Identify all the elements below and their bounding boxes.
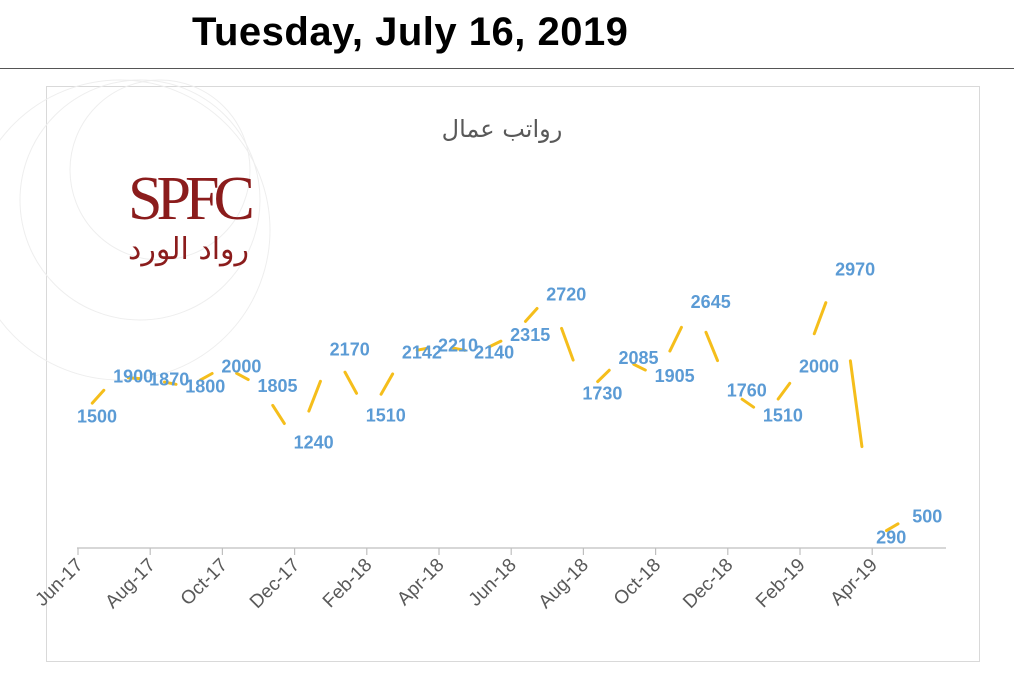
x-tick-label: Aug-17: [102, 555, 160, 613]
series-line-segment: [162, 380, 178, 386]
series-line-segment: [523, 306, 539, 323]
data-label: 2970: [835, 260, 875, 280]
series-line-segment: [235, 371, 250, 382]
data-label: 2315: [510, 325, 550, 345]
series-line-segment: [451, 346, 467, 352]
decor-arc: [19, 79, 261, 321]
decor-arc: [69, 79, 251, 261]
series-line-segment: [632, 362, 647, 372]
data-label: 1900: [113, 367, 153, 387]
data-label: 1510: [366, 406, 406, 426]
data-labels: 1500190018701800200018051240217015102142…: [77, 260, 942, 548]
brand-logo: SPFC رواد الورد: [128, 168, 278, 278]
x-tick-label: Jun-17: [32, 555, 88, 611]
series-line-segment: [776, 381, 792, 401]
data-label: 1730: [582, 384, 622, 404]
data-label: 500: [912, 507, 942, 527]
header-date: Tuesday, July 16, 2019: [192, 10, 629, 54]
series-line-segment: [487, 339, 503, 349]
data-label: 2000: [221, 357, 261, 377]
x-tick-label: Jun-18: [465, 555, 521, 611]
data-label: 2210: [438, 336, 478, 356]
logo-latin-text: SPFC: [128, 165, 255, 233]
series-line-segment: [560, 326, 575, 362]
series-line-segment: [884, 522, 900, 533]
data-label: 2000: [799, 357, 839, 377]
data-label: 2720: [546, 285, 586, 305]
x-axis-tick-labels: Jun-17 Aug-17 Oct-17 Dec-17 Feb-18 Apr-18 Jun-…: [32, 555, 882, 613]
data-label: 1805: [257, 376, 297, 396]
data-label: 1870: [149, 370, 189, 390]
series-line: [90, 301, 900, 533]
x-tick-label: Apr-19: [827, 555, 882, 610]
data-label: 1500: [77, 407, 117, 427]
series-line-segment: [704, 330, 720, 363]
x-axis-ticks: [77, 548, 873, 555]
series-line-segment: [307, 379, 322, 413]
data-label: 290: [876, 528, 906, 548]
data-label: 2170: [330, 340, 370, 360]
series-line-segment: [848, 359, 864, 449]
series-line-segment: [668, 325, 683, 353]
x-tick-label: Dec-17: [246, 555, 304, 613]
series-line-segment: [812, 301, 828, 336]
x-tick-label: Apr-18: [393, 555, 448, 610]
series-line-segment: [596, 368, 611, 384]
x-tick-label: Feb-19: [752, 555, 809, 612]
data-label: 1800: [185, 377, 225, 397]
series-line-segment: [199, 372, 214, 382]
data-label: 2085: [618, 348, 658, 368]
background-decoration: [0, 79, 271, 381]
series-line-segment: [343, 370, 359, 395]
chart-title: رواتب عمال: [442, 115, 563, 143]
series-line-segment: [126, 376, 142, 381]
data-label: 1905: [655, 366, 695, 386]
series-line-segment: [740, 397, 756, 409]
x-tick-label: Aug-18: [535, 555, 593, 613]
series-line-segment: [271, 403, 286, 425]
x-tick-label: Oct-18: [610, 555, 665, 610]
page-header: Tuesday, July 16, 2019: [0, 0, 1014, 69]
series-line-segment: [379, 372, 395, 396]
x-tick-label: Dec-18: [679, 555, 737, 613]
data-label: 1240: [294, 433, 334, 453]
data-label: 2645: [691, 292, 731, 312]
series-line-segment: [415, 346, 431, 352]
data-label: 2140: [474, 343, 514, 363]
data-label: 2142: [402, 343, 442, 363]
data-label: 1760: [727, 381, 767, 401]
chart-frame: [46, 86, 980, 662]
logo-arabic-text: رواد الورد: [128, 232, 250, 267]
data-label: 1510: [763, 406, 803, 426]
series-line-segment: [90, 388, 106, 405]
x-tick-label: Oct-17: [177, 555, 232, 610]
decor-arc: [0, 79, 271, 381]
x-tick-label: Feb-18: [319, 555, 376, 612]
